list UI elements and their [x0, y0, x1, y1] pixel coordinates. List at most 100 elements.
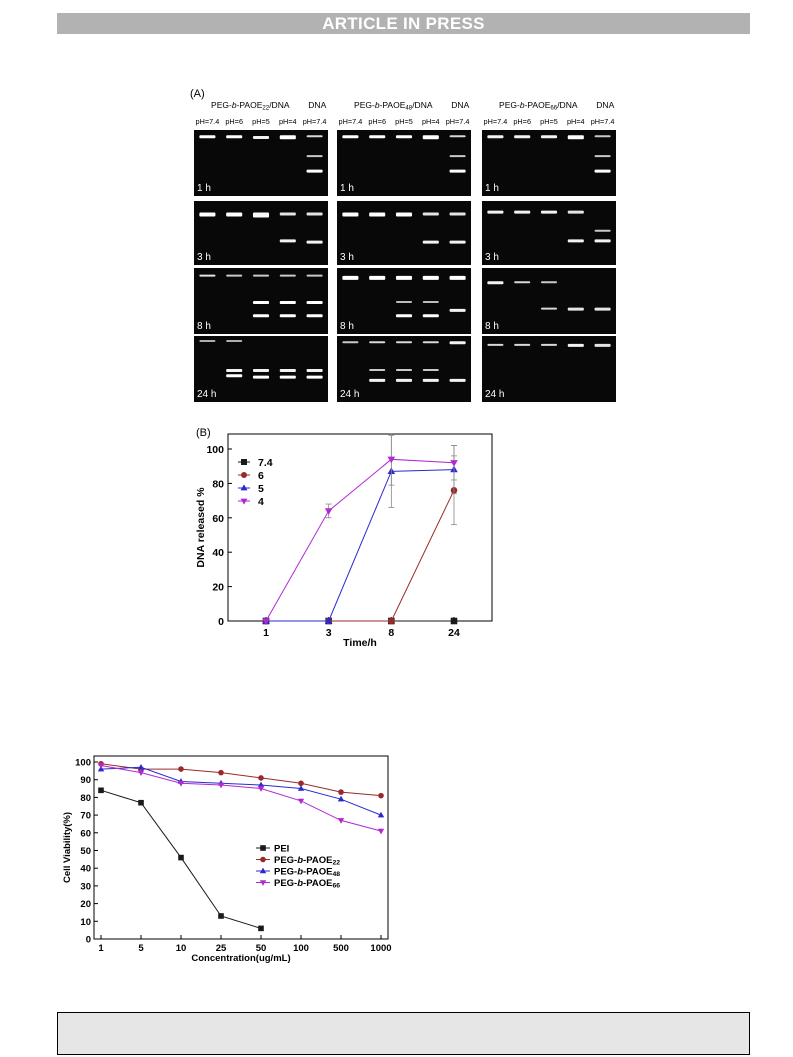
data-point [218, 913, 224, 919]
gel-lane-label: pH=7.4 [339, 117, 363, 126]
data-point [178, 766, 184, 772]
series-line [100, 763, 382, 797]
gel-band [279, 375, 296, 379]
gel-image: 8 h [194, 268, 328, 334]
legend-label: 7.4 [258, 457, 273, 469]
gel-image: 8 h [482, 268, 616, 334]
gel-band [306, 314, 323, 318]
y-tick-label: 40 [80, 864, 91, 875]
gel-electrophoresis-figure: (A) PEG-b-PAOE22/DNA DNA pH=7.4 pH=6 pH=5 pH=4… [190, 88, 616, 402]
gel-time-label: 8 h [485, 321, 499, 332]
gel-band [306, 212, 323, 216]
gel-band [252, 212, 270, 218]
gel-time-label: 1 h [485, 183, 499, 194]
series-line [100, 765, 382, 832]
y-tick-label: 60 [80, 828, 91, 839]
gel-background [482, 336, 616, 402]
gel-band [279, 274, 296, 277]
data-point [262, 618, 270, 625]
gel-group-header: PEG-b-PAOE66/DNA DNA pH=7.4 pH=6 pH=5 pH=4 pH=… [484, 100, 615, 126]
gel-band [369, 341, 386, 344]
gel-image: 1 h [482, 130, 616, 196]
gel-band [226, 135, 243, 139]
gel-image: 1 h [337, 130, 471, 196]
gel-band [594, 343, 611, 347]
gel-band [594, 135, 611, 138]
gel-band [422, 314, 439, 318]
series-line [100, 766, 382, 816]
gel-band [369, 369, 386, 371]
gel-band [279, 135, 296, 140]
gel-band [514, 210, 531, 214]
gel-band [252, 375, 270, 379]
gel-band [252, 369, 270, 372]
data-point [138, 799, 144, 806]
y-tick-label: 90 [80, 775, 91, 786]
gel-time-label: 1 h [340, 183, 354, 194]
article-in-press-banner: ARTICLE IN PRESS [57, 13, 750, 34]
gel-time-label: 3 h [197, 252, 211, 263]
gel-band [199, 135, 216, 139]
y-tick-label: 50 [80, 846, 91, 857]
y-tick-label: 10 [80, 917, 91, 928]
series-PEI [98, 787, 264, 932]
data-point [450, 460, 458, 467]
panel-label-b: (B) [196, 427, 211, 439]
x-tick-label: 50 [256, 943, 267, 954]
gel-band [422, 212, 439, 216]
gel-band [449, 169, 466, 173]
gel-time-label: 8 h [340, 321, 354, 332]
data-point [257, 781, 265, 788]
gel-band [594, 169, 611, 173]
data-point [218, 769, 224, 776]
data-point [217, 782, 225, 789]
gel-image: 24 h [194, 336, 328, 402]
gel-band [226, 374, 243, 378]
gel-lane-label: pH=7.4 [446, 117, 470, 126]
gel-image: 3 h [482, 201, 616, 265]
y-axis-label: DNA released % [195, 487, 207, 568]
gel-group-title: PEG-b-PAOE22/DNA [211, 100, 290, 112]
data-point [324, 617, 333, 624]
series-PEG-b-PAOE66 [97, 762, 385, 835]
gel-lane-label: pH=5 [395, 117, 413, 126]
data-point [337, 795, 345, 802]
gel-band [306, 169, 323, 173]
gel-band [395, 341, 413, 344]
gel-band [487, 210, 504, 214]
data-point [297, 785, 305, 791]
gel-band [422, 275, 439, 280]
legend-label: PEG-b-PAOE22 [274, 855, 340, 867]
gel-band [395, 135, 413, 139]
gel-image: 3 h [194, 201, 328, 265]
gel-band [199, 274, 216, 277]
plot-frame [93, 755, 389, 940]
gel-band [306, 240, 323, 244]
y-tick-label: 80 [212, 478, 224, 490]
legend-marker [241, 472, 247, 478]
x-tick-label: 24 [448, 627, 460, 639]
data-point [97, 763, 105, 769]
y-tick-label: 0 [218, 616, 224, 628]
gel-band [342, 341, 359, 344]
gel-lane-label: pH=7.4 [303, 117, 327, 126]
gel-band [226, 339, 243, 342]
series-5 [262, 434, 458, 624]
gel-band [449, 155, 466, 158]
gel-lane-label: pH=4 [567, 117, 585, 126]
data-point [338, 789, 344, 795]
legend-label: 5 [258, 483, 264, 495]
gel-band [594, 155, 611, 158]
legend-marker [241, 459, 247, 465]
series-line [265, 458, 455, 622]
gel-band [395, 378, 413, 382]
gel-band [487, 135, 504, 139]
data-point [178, 854, 184, 861]
gel-band [422, 369, 439, 371]
gel-band [252, 135, 270, 139]
data-point [378, 792, 384, 799]
x-tick-label: 8 [388, 627, 394, 639]
x-axis-label: Concentration(ug/mL) [191, 953, 290, 964]
gel-band [422, 341, 439, 344]
gel-band [199, 339, 216, 342]
